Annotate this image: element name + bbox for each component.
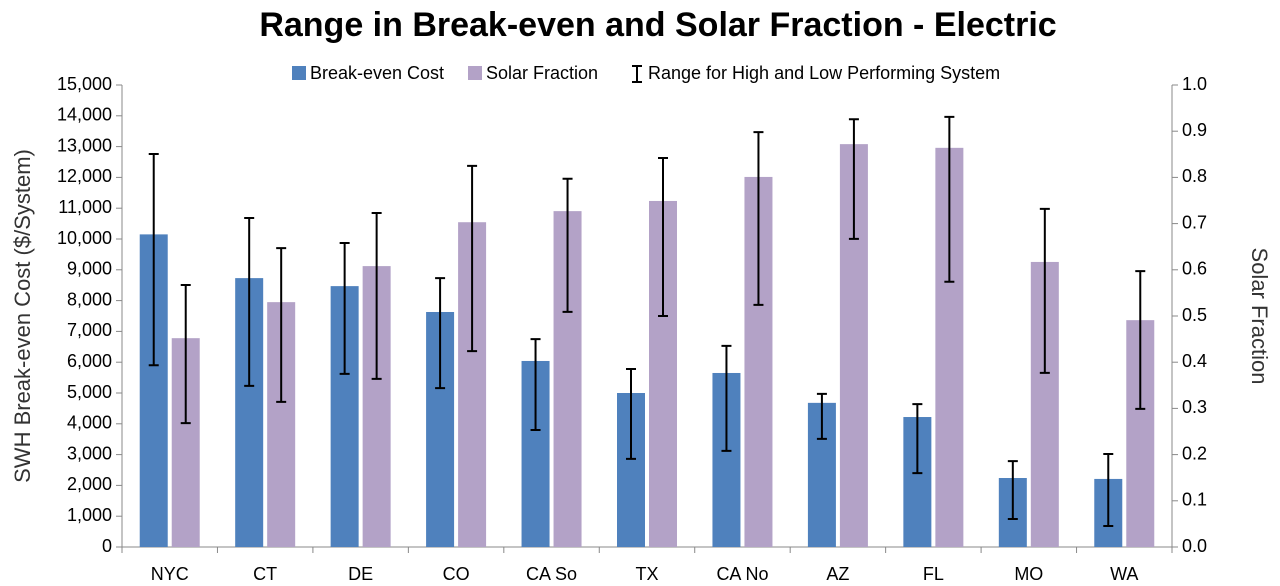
y-tick-label: 6,000: [67, 351, 112, 371]
x-tick-label: DE: [348, 564, 373, 584]
y-tick-label: 12,000: [57, 166, 112, 186]
error-bar: [530, 338, 541, 431]
error-bar: [339, 242, 350, 375]
x-tick-label: NYC: [151, 564, 189, 584]
y2-tick-label: 0.1: [1182, 490, 1207, 510]
y-tick-label: 4,000: [67, 413, 112, 433]
x-tick-label: FL: [923, 564, 944, 584]
legend-error-icon: [632, 65, 642, 83]
y-tick-label: 0: [102, 536, 112, 556]
legend-error-label: Range for High and Low Performing System: [648, 63, 1000, 83]
y-tick-label: 9,000: [67, 259, 112, 279]
error-bar: [626, 367, 636, 460]
y-tick-label: 7,000: [67, 320, 112, 340]
y2-tick-label: 0.9: [1182, 120, 1207, 140]
error-bar: [1135, 270, 1146, 410]
y-tick-label: 3,000: [67, 443, 112, 463]
x-tick-label: CA So: [526, 564, 577, 584]
error-bar: [816, 392, 827, 440]
y2-tick-label: 0.0: [1182, 536, 1207, 556]
error-bar: [276, 247, 287, 403]
y-tick-label: 14,000: [57, 105, 112, 125]
error-bar: [753, 131, 764, 306]
error-bar: [562, 177, 573, 313]
y-tick-label: 15,000: [57, 74, 112, 94]
error-bar: [435, 277, 446, 390]
y-tick-label: 1,000: [67, 505, 112, 525]
x-tick-label: CT: [253, 564, 277, 584]
y2-tick-label: 0.3: [1182, 397, 1207, 417]
y2-axis-title: Solar Fraction: [1247, 248, 1272, 385]
error-bar: [180, 284, 191, 425]
y-tick-label: 2,000: [67, 474, 112, 494]
error-bar: [944, 115, 955, 283]
error-bar: [912, 403, 923, 475]
y2-tick-label: 0.4: [1182, 351, 1207, 371]
x-tick-label: CA No: [716, 564, 768, 584]
error-bar: [848, 118, 859, 240]
error-bar: [371, 211, 382, 380]
y2-tick-label: 0.8: [1182, 166, 1207, 186]
y-tick-label: 11,000: [58, 197, 112, 217]
error-bar: [1039, 207, 1050, 374]
error-bar: [721, 344, 732, 452]
legend-label: Solar Fraction: [486, 63, 598, 83]
y-tick-label: 13,000: [57, 135, 112, 155]
y2-tick-label: 0.6: [1182, 259, 1207, 279]
error-bar: [148, 152, 159, 367]
legend: Range for High and Low Performing System: [632, 63, 1000, 83]
chart-title: Range in Break-even and Solar Fraction -…: [259, 6, 1056, 44]
x-tick-label: AZ: [826, 564, 849, 584]
y2-tick-label: 0.7: [1182, 212, 1207, 232]
x-tick-label: CO: [443, 564, 470, 584]
legend-label: Break-even Cost: [310, 63, 444, 83]
y-tick-label: 8,000: [67, 289, 112, 309]
x-tick-label: WA: [1110, 564, 1138, 584]
error-bar: [658, 156, 668, 317]
y2-tick-label: 1.0: [1182, 74, 1207, 94]
legend-swatch: [292, 66, 306, 80]
x-tick-label: MO: [1014, 564, 1043, 584]
y2-tick-label: 0.5: [1182, 305, 1207, 325]
y2-tick-label: 0.2: [1182, 443, 1207, 463]
y-tick-label: 5,000: [67, 382, 112, 402]
legend-swatch: [468, 66, 482, 80]
x-tick-label: TX: [635, 564, 658, 584]
error-bar: [467, 164, 478, 353]
error-bar: [244, 217, 255, 387]
error-bar: [1103, 452, 1114, 528]
error-bar: [1007, 460, 1018, 520]
y-tick-label: 10,000: [57, 228, 112, 248]
y-axis-title: SWH Break-even Cost ($/System): [10, 149, 35, 483]
